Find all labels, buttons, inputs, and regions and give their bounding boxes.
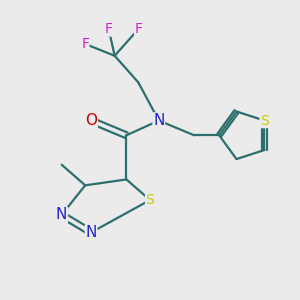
Text: N: N [86, 225, 96, 239]
Text: S: S [146, 193, 154, 207]
Text: N: N [85, 225, 97, 240]
Text: O: O [85, 113, 97, 128]
Text: N: N [153, 113, 164, 128]
Text: F: F [134, 22, 142, 36]
Text: N: N [56, 207, 68, 222]
Text: S: S [260, 114, 269, 128]
Text: F: F [81, 37, 89, 51]
Text: F: F [105, 22, 113, 36]
Text: N: N [56, 208, 67, 222]
Text: S: S [146, 193, 154, 207]
